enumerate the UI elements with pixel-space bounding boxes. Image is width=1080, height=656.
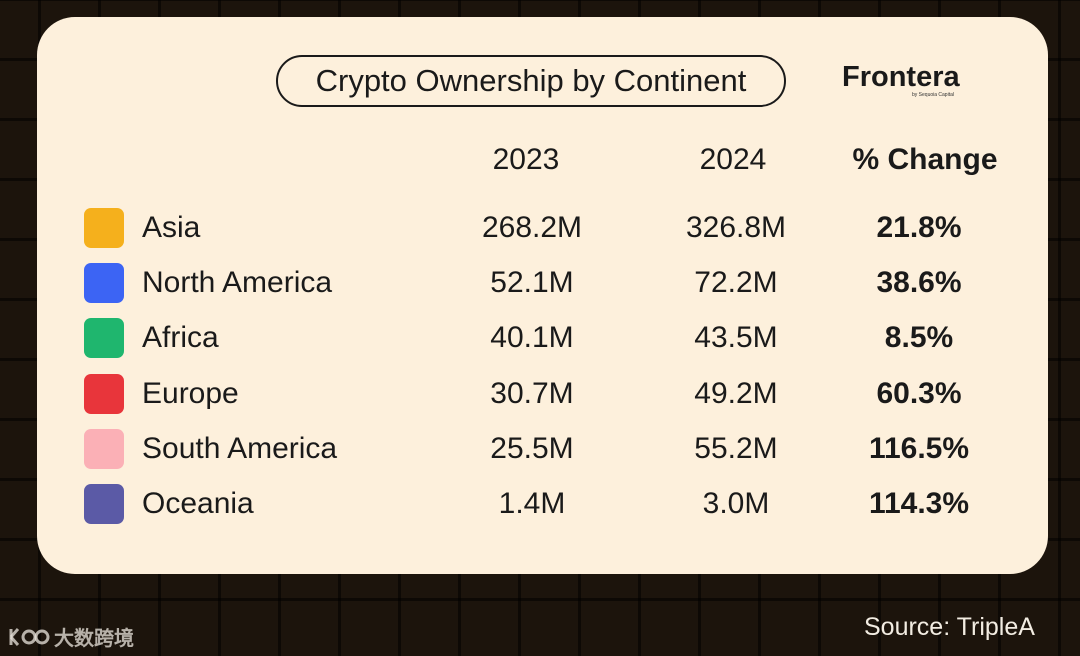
value-2024: 55.2M: [694, 431, 778, 465]
legend-swatch: [84, 208, 124, 248]
value-2024: 72.2M: [694, 266, 778, 300]
value-2024: 43.5M: [694, 321, 778, 355]
table-row: Europe 30.7M 49.2M 60.3%: [37, 372, 1048, 418]
value-change: 60.3%: [876, 376, 962, 410]
value-2023: 1.4M: [498, 487, 566, 520]
brand-logo: Frontera by Sequoia Capital: [842, 61, 982, 98]
legend-swatch: [84, 318, 124, 359]
value-change: 21.8%: [876, 211, 962, 244]
watermark-text: 大数跨境: [54, 628, 134, 650]
logo-icon: [9, 627, 50, 646]
value-2024: 326.8M: [685, 211, 787, 244]
continent-label: North America: [142, 266, 333, 300]
continent-label: South America: [142, 431, 338, 465]
table-card: Crypto Ownership by Continent Frontera b…: [37, 17, 1048, 574]
source-note: Source: TripleA: [864, 613, 1035, 641]
continent-label: Europe: [142, 376, 239, 410]
legend-swatch: [84, 484, 124, 524]
column-header-2023: 2023: [492, 143, 560, 176]
value-2024: 49.2M: [694, 376, 778, 410]
value-change: 8.5%: [884, 321, 954, 355]
value-change: 114.3%: [868, 487, 970, 520]
continent-label: Oceania: [142, 487, 254, 520]
legend-swatch: [84, 428, 124, 469]
table-row: Asia 268.2M 326.8M 21.8%: [37, 206, 1048, 252]
value-2023: 30.7M: [490, 376, 574, 410]
value-2024: 3.0M: [702, 487, 770, 520]
watermark: 大数跨境: [8, 622, 134, 651]
table-row: South America 25.5M 55.2M 116.5%: [37, 427, 1048, 473]
table-row: North America 52.1M 72.2M 38.6%: [37, 261, 1048, 307]
table-row: Africa 40.1M 43.5M 8.5%: [37, 316, 1048, 362]
chart-title: Crypto Ownership by Continent: [276, 55, 786, 107]
table-row: Oceania 1.4M 3.0M 114.3%: [37, 482, 1048, 528]
legend-swatch: [84, 373, 124, 414]
continent-label: Africa: [142, 321, 219, 355]
brand-name: Frontera: [842, 61, 960, 93]
value-change: 116.5%: [868, 431, 970, 465]
brand-tagline: by Sequoia Capital: [912, 92, 954, 98]
value-2023: 40.1M: [490, 321, 574, 355]
value-2023: 268.2M: [481, 211, 583, 244]
value-2023: 52.1M: [490, 266, 574, 300]
legend-swatch: [84, 263, 124, 304]
column-header-2024: 2024: [699, 143, 767, 176]
continent-label: Asia: [142, 211, 201, 244]
column-header-change: % Change: [852, 143, 998, 176]
value-2023: 25.5M: [490, 431, 574, 465]
value-change: 38.6%: [876, 266, 962, 300]
